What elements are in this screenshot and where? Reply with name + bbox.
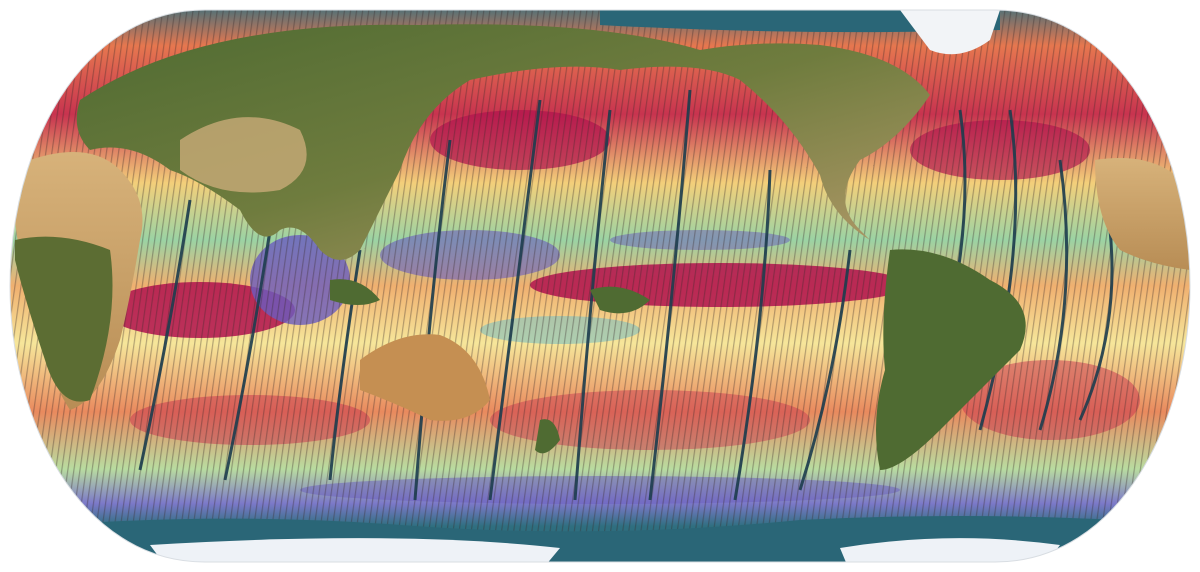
eurasia-north-america bbox=[76, 24, 930, 260]
central-asia-desert bbox=[180, 117, 307, 193]
africa-east bbox=[1095, 158, 1190, 270]
indonesia bbox=[330, 279, 380, 305]
orbit-gaps bbox=[138, 89, 1114, 501]
new-guinea bbox=[590, 286, 650, 314]
continents bbox=[15, 24, 1190, 470]
africa-central bbox=[15, 236, 113, 402]
new-zealand bbox=[535, 419, 560, 454]
map-outline bbox=[9, 9, 1191, 563]
south-america bbox=[876, 249, 1026, 470]
australia bbox=[360, 334, 490, 421]
